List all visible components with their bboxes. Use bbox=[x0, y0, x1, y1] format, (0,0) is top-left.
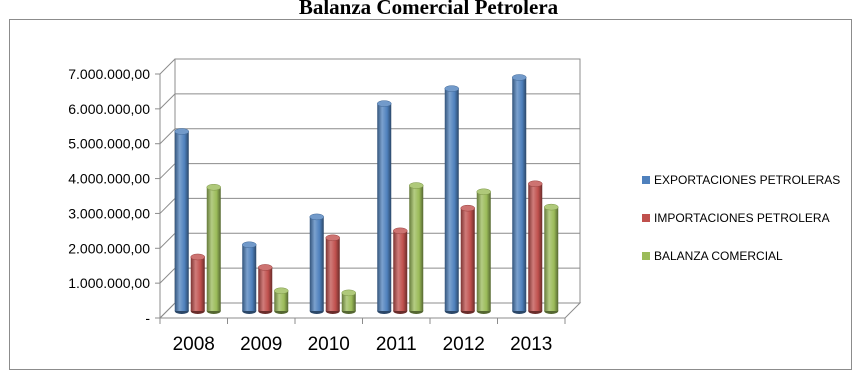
legend-item-2: BALANZA COMERCIAL bbox=[642, 246, 840, 265]
y-tick-label-0: - bbox=[145, 310, 150, 326]
legend-item-1: IMPORTACIONES PETROLERA bbox=[642, 208, 840, 227]
y-tick-label-2: 2.000.000,00 bbox=[68, 240, 150, 256]
bar-2010-1 bbox=[325, 234, 340, 314]
gridline-7 bbox=[159, 58, 580, 75]
bar-2009-1 bbox=[258, 264, 273, 314]
x-tick-label-2010: 2010 bbox=[308, 334, 350, 355]
bar-2010-2 bbox=[341, 289, 356, 314]
bar-2010-0 bbox=[309, 213, 324, 314]
bar-2008-2 bbox=[206, 184, 221, 314]
x-tick-label-2013: 2013 bbox=[510, 334, 552, 355]
y-tick-label-5: 5.000.000,00 bbox=[68, 136, 150, 152]
bar-2009-0 bbox=[242, 241, 257, 314]
y-tick-label-4: 4.000.000,00 bbox=[68, 171, 150, 187]
bar-2012-1 bbox=[460, 204, 475, 314]
x-tick-label-2009: 2009 bbox=[240, 334, 282, 355]
legend: EXPORTACIONES PETROLERAS IMPORTACIONES PE… bbox=[642, 170, 840, 284]
bar-2008-1 bbox=[190, 253, 205, 314]
bar-2009-2 bbox=[274, 287, 289, 314]
legend-item-0: EXPORTACIONES PETROLERAS bbox=[642, 170, 840, 189]
y-tick-label-7: 7.000.000,00 bbox=[68, 66, 150, 82]
bar-2013-0 bbox=[512, 74, 527, 314]
y-tick-label-3: 3.000.000,00 bbox=[68, 205, 150, 221]
chart-frame: - 1.000.000,00 2.000.000,00 3.000.000,00 4.0… bbox=[9, 19, 852, 370]
bar-chart-plot: - 1.000.000,00 2.000.000,00 3.000.000,00 4.0… bbox=[68, 58, 582, 355]
bar-2013-2 bbox=[544, 203, 559, 314]
y-axis-tick-labels: - 1.000.000,00 2.000.000,00 3.000.000,00 4.0… bbox=[68, 66, 160, 326]
bar-2011-1 bbox=[393, 227, 408, 314]
legend-label-2: BALANZA COMERCIAL bbox=[654, 248, 783, 263]
bar-2013-1 bbox=[528, 180, 543, 314]
bar-2012-0 bbox=[444, 85, 459, 314]
legend-label-0: EXPORTACIONES PETROLERAS bbox=[654, 172, 841, 187]
legend-swatch-0 bbox=[642, 175, 650, 184]
legend-swatch-2 bbox=[642, 251, 650, 260]
x-tick-label-2008: 2008 bbox=[173, 334, 215, 355]
x-tick-label-2012: 2012 bbox=[443, 334, 485, 355]
x-axis-tick-labels: 2008 2009 2010 2011 2012 2013 bbox=[159, 318, 566, 355]
bar-2011-2 bbox=[409, 182, 424, 314]
bar-2011-0 bbox=[377, 100, 392, 314]
bar-2012-2 bbox=[476, 188, 491, 314]
y-tick-label-6: 6.000.000,00 bbox=[68, 101, 150, 117]
legend-label-1: IMPORTACIONES PETROLERA bbox=[654, 210, 830, 225]
y-tick-label-1: 1.000.000,00 bbox=[68, 275, 150, 291]
x-tick-label-2011: 2011 bbox=[376, 334, 417, 355]
bars bbox=[174, 74, 559, 314]
chart-title: Balanza Comercial Petrolera bbox=[298, 0, 559, 19]
bar-2008-0 bbox=[174, 128, 189, 314]
legend-swatch-1 bbox=[642, 213, 650, 222]
